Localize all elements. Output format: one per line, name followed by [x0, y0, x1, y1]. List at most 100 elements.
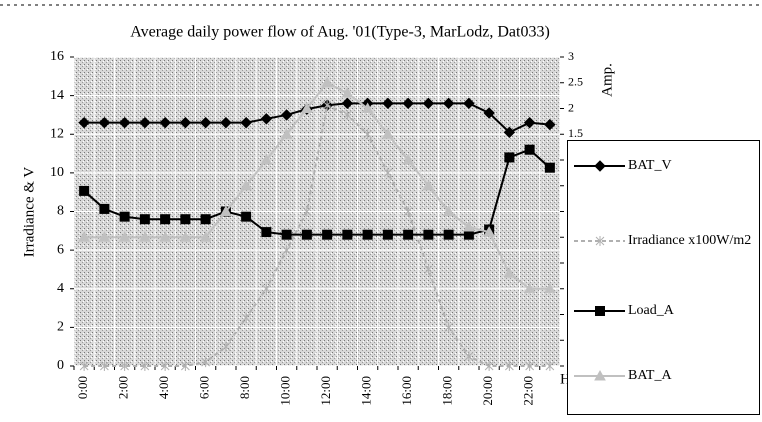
marker: [544, 162, 555, 173]
marker: [382, 229, 393, 240]
marker: [402, 97, 414, 110]
y-axis-label: Irradiance & V: [21, 167, 37, 258]
marker: [99, 203, 110, 214]
marker: [595, 236, 605, 246]
marker: [120, 361, 129, 371]
marker: [160, 361, 170, 371]
marker: [343, 109, 352, 120]
marker: [442, 97, 455, 110]
marker: [118, 231, 131, 242]
marker: [444, 322, 453, 333]
marker: [544, 118, 556, 131]
y-tick-label: 2: [57, 320, 64, 335]
marker: [524, 144, 535, 155]
x-tick-label: 14:00: [359, 376, 374, 406]
marker: [545, 361, 555, 371]
marker: [280, 128, 293, 139]
x-tick-label: 20:00: [480, 376, 495, 406]
marker: [483, 107, 495, 119]
marker: [262, 283, 271, 294]
marker: [98, 231, 111, 242]
marker: [422, 97, 435, 110]
y2-tick-label: 1.5: [568, 126, 583, 140]
legend-label: Irradiance x100W/m2: [628, 233, 752, 248]
x-tick-label: 12:00: [318, 376, 333, 406]
marker: [463, 97, 475, 110]
marker: [403, 229, 414, 240]
marker: [443, 229, 454, 240]
legend-swatch: [574, 160, 625, 172]
x-tick-label: 22:00: [521, 376, 536, 406]
marker: [505, 361, 514, 371]
marker: [139, 214, 150, 225]
marker: [422, 179, 435, 191]
marker: [402, 153, 414, 165]
marker: [383, 167, 393, 178]
marker: [595, 306, 605, 316]
legend-swatch: [574, 306, 625, 316]
marker: [281, 229, 292, 240]
marker: [100, 361, 109, 371]
marker: [503, 267, 516, 278]
legend-label: BAT_V: [628, 158, 672, 173]
marker: [221, 341, 231, 352]
marker: [544, 282, 556, 294]
chart-title: Average daily power flow of Aug. '01(Typ…: [130, 24, 550, 41]
x-tick-label: 8:00: [237, 376, 252, 399]
marker: [424, 264, 433, 275]
legend-swatch: [574, 369, 625, 381]
marker: [98, 116, 111, 129]
x-tick-label: 2:00: [116, 376, 131, 399]
marker: [442, 205, 455, 216]
marker: [361, 102, 374, 113]
marker: [341, 97, 354, 110]
y-tick-label: 16: [50, 49, 64, 64]
marker: [280, 109, 293, 121]
marker: [504, 152, 515, 163]
marker: [321, 76, 333, 88]
x-tick-label: 6:00: [197, 376, 212, 399]
marker: [260, 113, 273, 125]
x-tick-label: 0:00: [75, 376, 90, 399]
marker: [118, 116, 131, 129]
marker: [523, 282, 536, 294]
marker: [159, 231, 171, 242]
y2-tick-label: 2.5: [568, 75, 583, 89]
marker: [78, 231, 90, 242]
y-tick-label: 12: [50, 126, 64, 141]
marker: [484, 361, 494, 371]
x-tick-label: 4:00: [156, 376, 171, 399]
marker: [342, 229, 353, 240]
marker: [260, 153, 273, 165]
marker: [362, 229, 373, 240]
series-line: [84, 103, 550, 367]
marker: [180, 214, 191, 225]
legend-label: BAT_A: [628, 368, 672, 383]
marker: [199, 116, 212, 129]
marker: [483, 226, 495, 237]
marker: [79, 361, 89, 371]
marker: [594, 369, 606, 381]
y-tick-label: 0: [57, 358, 64, 373]
marker: [140, 361, 150, 371]
marker: [139, 231, 151, 242]
marker: [240, 179, 252, 191]
marker: [423, 229, 434, 240]
marker: [301, 229, 312, 240]
marker: [139, 116, 151, 129]
legend-label: Load_A: [628, 303, 674, 318]
marker: [594, 160, 606, 172]
marker: [179, 116, 192, 129]
marker: [181, 361, 190, 371]
marker: [322, 229, 333, 240]
marker: [503, 126, 516, 139]
marker: [463, 220, 475, 232]
y2-tick-label: 3: [568, 49, 574, 63]
marker: [382, 128, 394, 139]
marker: [201, 357, 210, 368]
marker: [200, 214, 211, 225]
marker: [463, 229, 474, 240]
x-tick-label: 18:00: [440, 376, 455, 406]
